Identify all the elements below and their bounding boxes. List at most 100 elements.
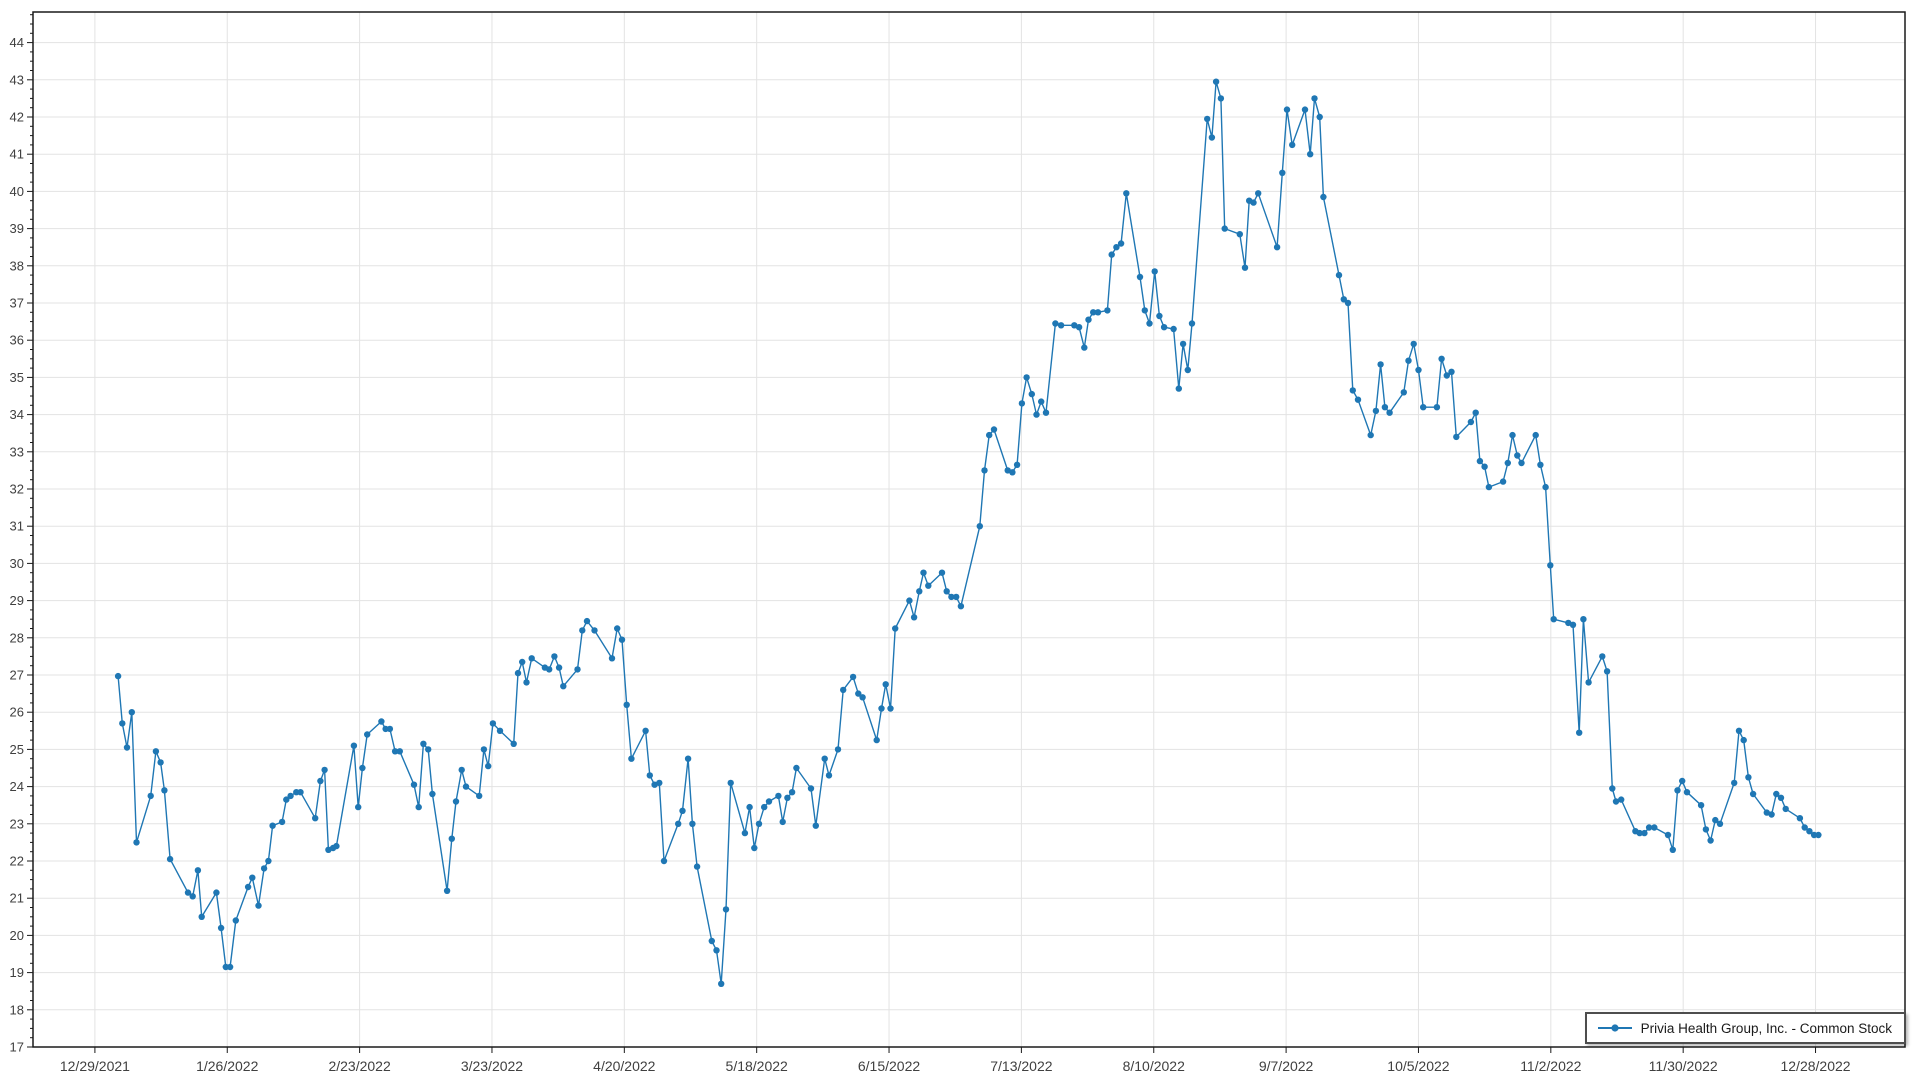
data-point bbox=[213, 889, 220, 896]
y-tick-label: 43 bbox=[10, 72, 24, 87]
gridlines bbox=[33, 12, 1905, 1048]
data-point bbox=[1782, 805, 1789, 813]
data-point bbox=[1603, 668, 1611, 675]
data-point bbox=[1028, 390, 1036, 398]
data-point bbox=[133, 839, 140, 846]
data-point bbox=[1599, 653, 1606, 660]
data-point bbox=[1367, 431, 1374, 439]
y-tick-label: 30 bbox=[10, 556, 24, 571]
y-tick-label: 17 bbox=[10, 1040, 24, 1055]
data-point bbox=[198, 913, 205, 920]
data-point bbox=[1609, 785, 1616, 792]
x-tick-label: 5/18/2022 bbox=[726, 1058, 788, 1074]
data-point bbox=[579, 627, 586, 634]
data-point bbox=[675, 820, 682, 827]
y-tick-label: 20 bbox=[10, 928, 24, 943]
data-point bbox=[1532, 431, 1539, 439]
data-point bbox=[1679, 777, 1686, 785]
data-point bbox=[873, 736, 880, 744]
data-point bbox=[1716, 820, 1724, 827]
data-point bbox=[1485, 483, 1493, 491]
legend[interactable]: Privia Health Group, Inc. - Common Stock bbox=[1584, 1012, 1906, 1044]
data-point bbox=[628, 755, 635, 762]
data-point bbox=[990, 426, 998, 433]
data-point bbox=[496, 727, 504, 734]
data-point bbox=[410, 781, 418, 788]
data-point bbox=[462, 783, 470, 790]
data-point bbox=[1217, 95, 1225, 102]
y-tick-label: 25 bbox=[10, 742, 24, 757]
data-point bbox=[1801, 824, 1808, 831]
data-point bbox=[321, 766, 328, 774]
data-point bbox=[1542, 483, 1549, 491]
data-point bbox=[350, 742, 358, 749]
data-point bbox=[1023, 374, 1030, 381]
x-tick-label: 9/7/2022 bbox=[1259, 1058, 1314, 1074]
data-point bbox=[916, 588, 923, 595]
data-point bbox=[476, 792, 483, 800]
data-point bbox=[1796, 815, 1804, 822]
data-point bbox=[1052, 320, 1059, 327]
data-point bbox=[1712, 816, 1719, 824]
data-point bbox=[608, 655, 616, 662]
data-point bbox=[1448, 368, 1455, 375]
data-point bbox=[1636, 829, 1643, 837]
y-tick-label: 34 bbox=[10, 407, 24, 422]
data-point bbox=[1612, 798, 1620, 805]
x-tick-label: 8/10/2022 bbox=[1123, 1058, 1185, 1074]
data-point bbox=[1702, 826, 1710, 833]
data-point bbox=[391, 748, 399, 755]
series-line bbox=[117, 80, 1819, 985]
data-point bbox=[147, 792, 154, 800]
data-point bbox=[1476, 457, 1484, 465]
data-point bbox=[546, 666, 553, 673]
data-point bbox=[892, 625, 899, 632]
data-point bbox=[1104, 307, 1111, 314]
data-point bbox=[1669, 846, 1677, 853]
data-point bbox=[1255, 190, 1262, 197]
data-point bbox=[560, 683, 567, 690]
x-tick-label: 11/2/2022 bbox=[1520, 1058, 1581, 1074]
data-point bbox=[821, 755, 828, 762]
data-point bbox=[551, 653, 558, 660]
y-tick-label: 37 bbox=[10, 296, 24, 311]
data-point bbox=[1307, 151, 1314, 158]
y-tick-label: 36 bbox=[10, 333, 24, 348]
y-tick-label: 23 bbox=[10, 816, 24, 831]
data-point bbox=[1453, 433, 1460, 441]
data-point bbox=[1504, 459, 1512, 467]
data-point bbox=[1420, 404, 1427, 411]
legend-series-marker-icon bbox=[1597, 1024, 1632, 1032]
y-tick-label: 29 bbox=[10, 593, 24, 608]
data-point bbox=[859, 694, 866, 701]
data-point bbox=[751, 844, 758, 852]
data-point bbox=[1057, 322, 1065, 329]
data-point bbox=[114, 672, 122, 680]
data-point bbox=[1033, 411, 1040, 418]
data-point bbox=[784, 794, 791, 801]
data-point bbox=[1279, 169, 1286, 176]
y-tick-label: 38 bbox=[10, 258, 24, 273]
data-point bbox=[1806, 828, 1813, 835]
y-tick-label: 19 bbox=[10, 965, 24, 980]
data-point bbox=[1749, 790, 1757, 798]
data-point bbox=[755, 820, 763, 827]
data-point bbox=[834, 746, 842, 753]
x-tick-label: 3/23/2022 bbox=[461, 1058, 523, 1074]
data-point bbox=[689, 820, 696, 827]
data-point bbox=[123, 744, 131, 751]
data-point bbox=[660, 857, 668, 865]
data-point bbox=[1208, 134, 1216, 141]
data-point bbox=[938, 569, 946, 576]
data-point bbox=[152, 748, 160, 755]
data-point bbox=[1320, 193, 1327, 201]
data-point bbox=[761, 803, 768, 811]
x-tick-label: 1/26/2022 bbox=[196, 1058, 258, 1074]
data-point bbox=[528, 655, 535, 662]
y-tick-label: 26 bbox=[10, 705, 24, 720]
data-point bbox=[396, 748, 403, 755]
y-tick-label: 31 bbox=[10, 519, 24, 534]
data-point bbox=[278, 818, 286, 826]
data-point bbox=[443, 887, 451, 894]
data-point bbox=[1400, 389, 1408, 396]
